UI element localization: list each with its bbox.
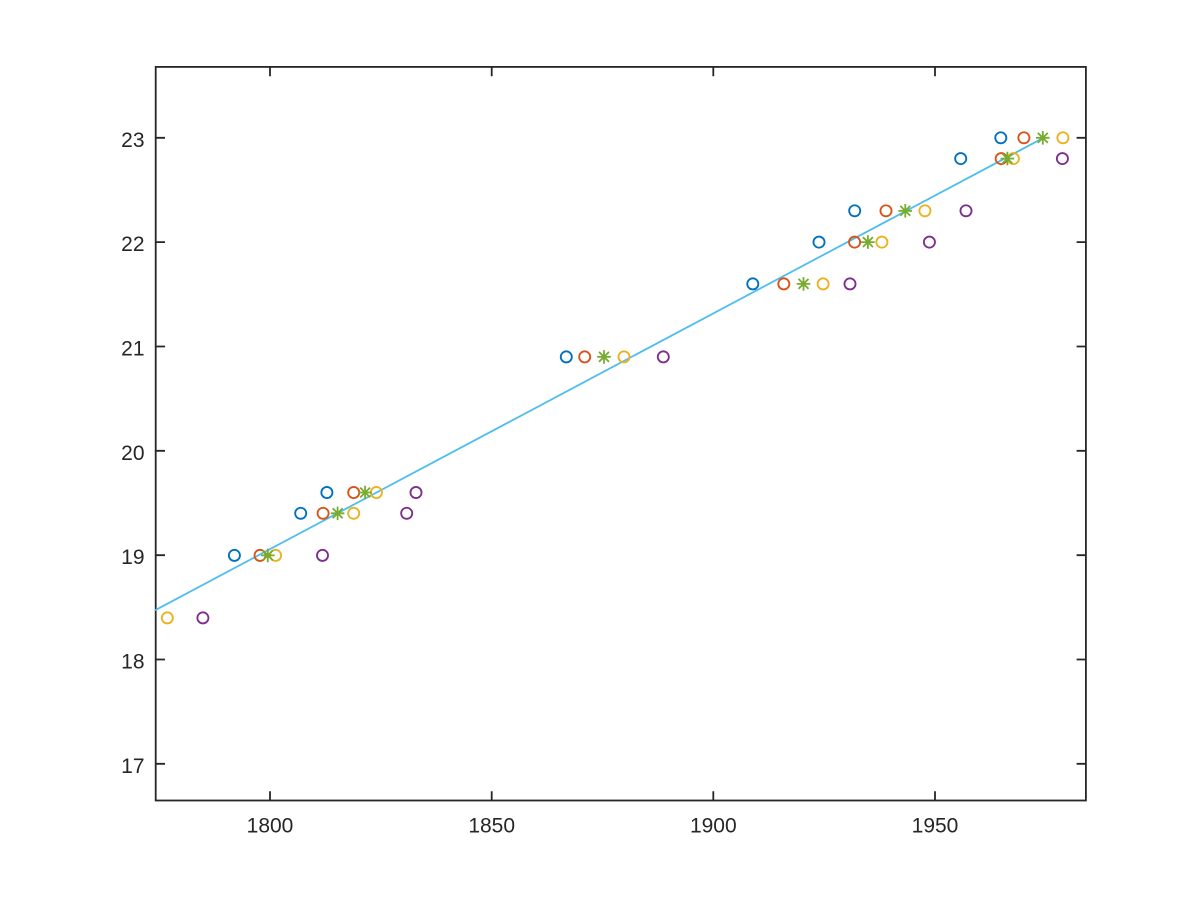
svg-text:1900: 1900 xyxy=(690,814,737,837)
svg-text:1950: 1950 xyxy=(912,814,959,837)
svg-text:17: 17 xyxy=(121,755,144,778)
svg-text:19: 19 xyxy=(121,546,144,569)
svg-text:21: 21 xyxy=(121,338,144,361)
svg-text:1800: 1800 xyxy=(247,814,294,837)
svg-text:1850: 1850 xyxy=(468,814,515,837)
svg-text:22: 22 xyxy=(121,233,144,256)
svg-text:20: 20 xyxy=(121,442,144,465)
svg-text:18: 18 xyxy=(121,651,144,674)
svg-text:23: 23 xyxy=(121,129,144,152)
